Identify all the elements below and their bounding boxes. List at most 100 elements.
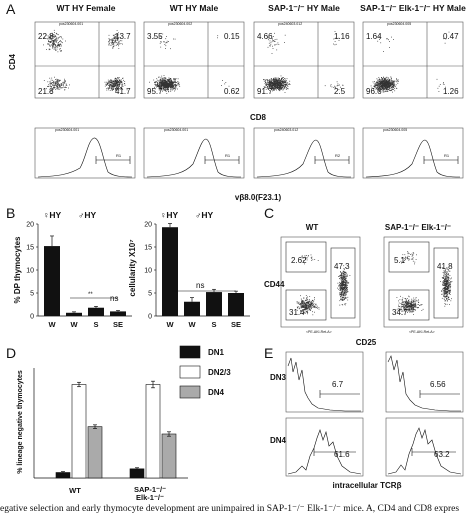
x-category-label: W (48, 320, 56, 329)
c-ko-ll: 34.7 (392, 308, 408, 317)
e-dn4-ko-value: 63.2 (434, 450, 450, 459)
d-bar-dn23 (145, 384, 161, 479)
c-ylabel-cd44: CD44 (264, 280, 285, 289)
dotplot-4: pos230604.005 1.64 0.47 96.6 1.26 (362, 21, 464, 99)
y-tick-label: 5 (148, 291, 152, 298)
c-wt-ll: 31.4 (289, 308, 305, 317)
x-category-label: SE (113, 320, 123, 329)
quadrant-ur-2: 0.15 (224, 32, 240, 41)
d-bar-dn4 (161, 433, 177, 479)
dp-thymocytes-bar-chart: % DP thymocytes ♀HY ♂HY 0 5 10 15 20 W W S SE **… (13, 210, 132, 329)
e-hist-dn4-ko: 63.2 (385, 417, 464, 477)
e-row-label-dn4: DN4 (270, 436, 287, 445)
cellularity-bar-chart: cellularity X10⁷ ♀HY ♂HY 0 5 10 15 20 W W S SE n… (128, 210, 250, 329)
vbeta-axis-label: vβ8.0(F23.1) (235, 193, 282, 202)
dotplot-3: pos240603.012 4.66 1.16 91.7 2.5 (253, 21, 355, 99)
panel-letter-a: A (6, 1, 16, 17)
b-left-ylabel: % DP thymocytes (13, 236, 22, 304)
legend-label-dn1: DN1 (208, 348, 225, 357)
quadrant-ul-4: 1.64 (366, 32, 382, 41)
panel-letter-b: B (6, 205, 15, 221)
d-bar-dn4 (87, 426, 103, 479)
column-title-2: WT HY Male (170, 3, 219, 13)
dotplot-3-events (263, 31, 344, 93)
dotplot-1-events (43, 29, 128, 94)
figure-caption: egative selection and early thymocyte de… (0, 504, 460, 514)
x-category-label: W (70, 320, 78, 329)
bar (162, 227, 178, 316)
svg-text:pos230604.005: pos230604.005 (383, 128, 407, 132)
quadrant-ur-4: 0.47 (443, 32, 459, 41)
c-title-wt: WT (306, 223, 319, 232)
column-title-3: SAP-1⁻/⁻ HY Male (268, 3, 340, 13)
quadrant-ul-3: 4.66 (257, 32, 273, 41)
y-tick-label: 5 (30, 291, 34, 298)
svg-text:pos240603.012: pos240603.012 (274, 128, 298, 132)
c-wt-ul: 2.62 (291, 256, 307, 265)
svg-text:pos230604.002: pos230604.002 (168, 22, 192, 26)
vbeta-histogram-1: pos230604.001 R1 (34, 127, 136, 179)
quadrant-ll-2: 95.7 (147, 87, 163, 96)
y-tick-label: 15 (26, 245, 34, 252)
e-dn4-wt-value: 61.6 (334, 450, 350, 459)
svg-text:pos230604.001: pos230604.001 (55, 128, 79, 132)
legend-swatch-dn23 (179, 365, 201, 379)
svg-text:<PE-AKI-Ret-A>: <PE-AKI-Ret-A> (306, 330, 332, 334)
e-xlabel: intracellular TCRβ (333, 481, 402, 490)
d-xlabel-ko-1: SAP-1⁻/⁻ (134, 485, 166, 494)
quadrant-ul-1: 22.8 (38, 32, 54, 41)
bar (88, 307, 104, 316)
c-title-ko: SAP-1⁻/⁻ Elk-1⁻/⁻ (385, 223, 451, 232)
svg-text:R1: R1 (444, 153, 450, 158)
c-dotplot-wt: <PE-AKI-Ret-A> 2.62 47.3 31.4 (280, 236, 361, 334)
panel-letter-d: D (6, 345, 16, 361)
y-tick-label: 0 (30, 314, 34, 321)
c-dotplot-ko: <PE-AKI-Ret-A> 5.1 41.8 34.7 (383, 236, 464, 334)
svg-text:<PE-AKI-Ret-A>: <PE-AKI-Ret-A> (409, 330, 435, 334)
dotplot-4-events (370, 31, 450, 93)
svg-text:R1: R1 (225, 153, 231, 158)
vbeta-histogram-4: pos230604.005 R1 (362, 127, 464, 179)
c-ko-ur: 41.8 (437, 262, 453, 271)
quadrant-ll-3: 91.7 (257, 87, 273, 96)
bar (44, 246, 60, 316)
c-wt-ur: 47.3 (334, 262, 350, 271)
y-tick-label: 20 (26, 222, 34, 229)
quadrant-ur-3: 1.16 (334, 32, 350, 41)
y-tick-label: 20 (144, 222, 152, 229)
b-right-legend-male: ♂HY (195, 210, 214, 220)
cd4-axis-label: CD4 (8, 53, 17, 70)
svg-text:pos240603.012: pos240603.012 (278, 22, 302, 26)
d-legend: DN1 DN2/3 DN4 (179, 345, 231, 399)
panel-b: B % DP thymocytes ♀HY ♂HY 0 5 10 15 20 W W S SE … (6, 205, 250, 329)
dotplot-2-events (149, 33, 230, 94)
quadrant-ul-2: 3.55 (147, 32, 163, 41)
svg-text:pos230604.001: pos230604.001 (59, 22, 83, 26)
b-right-sig-ns: ns (196, 281, 204, 290)
quadrant-ll-4: 96.6 (366, 87, 382, 96)
c-xlabel-cd25: CD25 (356, 338, 377, 347)
x-category-label: S (93, 320, 98, 329)
d-xlabel-wt: WT (69, 486, 81, 495)
legend-label-dn4: DN4 (208, 388, 225, 397)
y-tick-label: 10 (144, 268, 152, 275)
e-row-label-dn3: DN3 (270, 373, 287, 382)
quadrant-ur-1: 13.7 (115, 32, 131, 41)
bar (228, 293, 244, 316)
legend-label-dn23: DN2/3 (208, 368, 231, 377)
panel-a: A WT HY Female WT HY Male SAP-1⁻/⁻ HY Ma… (6, 1, 466, 202)
svg-text:pos230604.005: pos230604.005 (387, 22, 411, 26)
y-tick-label: 15 (144, 245, 152, 252)
d-xlabel-ko-2: Elk-1⁻/⁻ (136, 493, 164, 502)
vbeta-histogram-3: pos240603.012 R2 (253, 127, 355, 179)
legend-swatch-dn4 (179, 385, 201, 399)
c-wt-events (296, 254, 351, 316)
quadrant-lr-4: 1.26 (443, 87, 459, 96)
bar (66, 312, 82, 316)
panel-letter-e: E (264, 345, 273, 361)
bar (110, 311, 126, 316)
d-ylabel: % lineage negative thymocytes (17, 370, 24, 474)
x-category-label: S (211, 320, 216, 329)
x-category-label: SE (231, 320, 241, 329)
